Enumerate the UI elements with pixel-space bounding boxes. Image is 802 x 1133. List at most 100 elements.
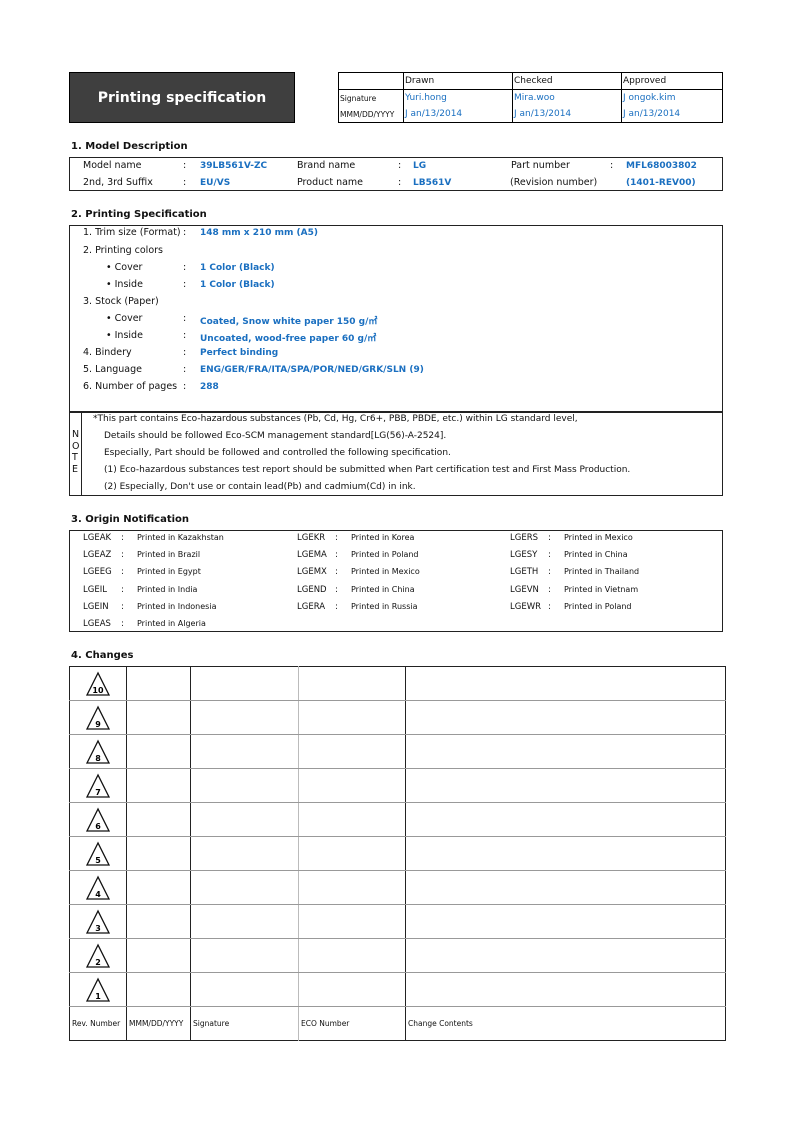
origin-country: Printed in India <box>137 585 198 594</box>
spec-label: • Cover <box>106 313 143 324</box>
revision-value: (1401-REV00) <box>626 178 696 188</box>
changes-cell <box>298 768 406 803</box>
colon: : <box>183 160 187 171</box>
printing-spec-box: 1. Trim size (Format): 148 mm x 210 mm (A… <box>69 225 723 413</box>
origin-country: Printed in Algeria <box>137 619 206 628</box>
revision-label: (Revision number) <box>510 177 598 188</box>
note-line: Details should be followed Eco-SCM manag… <box>104 431 447 441</box>
origin-code: LGEVN <box>510 585 539 595</box>
triangle-shape <box>85 875 111 900</box>
origin-country: Printed in Brazil <box>137 550 201 559</box>
triangle-shape <box>85 671 111 696</box>
origin-country: Printed in Egypt <box>137 567 201 576</box>
origin-code: LGERS <box>510 533 538 543</box>
revision-number: 2 <box>95 958 101 967</box>
changes-cell <box>405 768 726 803</box>
section-title-origin: 3. Origin Notification <box>71 514 190 525</box>
colon: : <box>610 160 614 171</box>
changes-cell <box>405 802 726 837</box>
changes-row: 7 <box>69 768 726 803</box>
colon: : <box>121 567 124 577</box>
revision-number: 8 <box>95 754 101 763</box>
origin-country: Printed in Mexico <box>564 533 633 542</box>
colon: : <box>398 160 402 171</box>
section-title-model: 1. Model Description <box>71 141 188 152</box>
part-number-value: MFL68003802 <box>626 161 697 171</box>
changes-cell <box>126 870 191 905</box>
changes-cell <box>190 870 299 905</box>
changes-cell <box>190 802 299 837</box>
suffix-value: EU/VS <box>200 178 231 188</box>
note-line: (2) Especially, Don't use or contain lea… <box>104 482 416 492</box>
origin-code: LGEIL <box>83 585 107 595</box>
colon: : <box>183 313 187 324</box>
changes-footer-label: Signature <box>190 1006 299 1041</box>
note-box: N O T E *This part contains Eco-hazardou… <box>69 411 723 496</box>
changes-row: 8 <box>69 734 726 769</box>
changes-row: 9 <box>69 700 726 735</box>
triangle-shape <box>85 739 111 764</box>
changes-cell: 4 <box>69 870 127 905</box>
changes-row: 6 <box>69 802 726 837</box>
suffix-label: 2nd, 3rd Suffix <box>83 177 153 188</box>
checked-date: J an/13/2014 <box>512 106 622 123</box>
origin-country: Printed in China <box>564 550 628 559</box>
changes-cell <box>405 972 726 1007</box>
part-number-label: Part number <box>511 160 570 171</box>
brand-name-value: LG <box>413 161 427 171</box>
revision-number: 10 <box>92 686 104 695</box>
origin-country: Printed in Mexico <box>351 567 420 576</box>
changes-cell: 10 <box>69 666 127 701</box>
colon: : <box>335 533 338 543</box>
brand-name-label: Brand name <box>297 160 356 171</box>
changes-cell: 8 <box>69 734 127 769</box>
changes-cell: 9 <box>69 700 127 735</box>
changes-cell <box>298 666 406 701</box>
triangle-shape <box>85 705 111 730</box>
approval-row-label: MMM/DD/YYYY <box>338 106 404 123</box>
changes-cell <box>126 972 191 1007</box>
origin-country: Printed in Vietnam <box>564 585 639 594</box>
changes-cell <box>126 700 191 735</box>
triangle-shape <box>85 943 111 968</box>
approval-table: Drawn Checked Approved Signature Yuri.ho… <box>338 72 723 123</box>
approval-corner <box>338 72 404 90</box>
changes-cell <box>405 904 726 939</box>
changes-cell: 2 <box>69 938 127 973</box>
revision-triangle-icon: 3 <box>85 909 111 934</box>
colon: : <box>121 550 124 560</box>
changes-cell <box>190 734 299 769</box>
spec-value: Uncoated, wood-free paper 60 g/㎡ <box>200 334 377 344</box>
origin-country: Printed in Indonesia <box>137 602 217 611</box>
changes-cell <box>126 938 191 973</box>
colon: : <box>335 585 338 595</box>
spec-value: Coated, Snow white paper 150 g/㎡ <box>200 317 378 327</box>
model-box: Model name : 39LB561V-ZC Brand name : LG… <box>69 157 723 191</box>
changes-cell <box>405 734 726 769</box>
spec-value: Perfect binding <box>200 348 279 358</box>
note-letter: N <box>72 429 80 440</box>
revision-number: 3 <box>95 924 101 933</box>
origin-code: LGEAK <box>83 533 112 543</box>
changes-row: 5 <box>69 836 726 871</box>
approved-signature: J ongok.kim <box>621 89 723 106</box>
drawn-date: J an/13/2014 <box>403 106 513 123</box>
origin-code: LGEIN <box>83 602 109 612</box>
changes-table: 10 9 8 7 6 5 4 3 2 1 Rev. Number MMM/DD/YYYY Signatu… <box>69 666 726 1041</box>
colon: : <box>121 585 124 595</box>
changes-cell: 3 <box>69 904 127 939</box>
section-title-printing: 2. Printing Specification <box>71 209 207 220</box>
colon: : <box>183 279 187 290</box>
colon: : <box>183 381 187 392</box>
spec-value: 288 <box>200 382 219 392</box>
changes-footer-label: Change Contents <box>405 1006 726 1041</box>
origin-code: LGEAZ <box>83 550 112 560</box>
colon: : <box>335 602 338 612</box>
origin-code: LGEMX <box>297 567 327 577</box>
changes-cell <box>190 904 299 939</box>
changes-cell <box>298 938 406 973</box>
colon: : <box>398 177 402 188</box>
revision-number: 6 <box>95 822 101 831</box>
spec-label: • Inside <box>106 330 143 341</box>
changes-footer-label: MMM/DD/YYYY <box>126 1006 191 1041</box>
